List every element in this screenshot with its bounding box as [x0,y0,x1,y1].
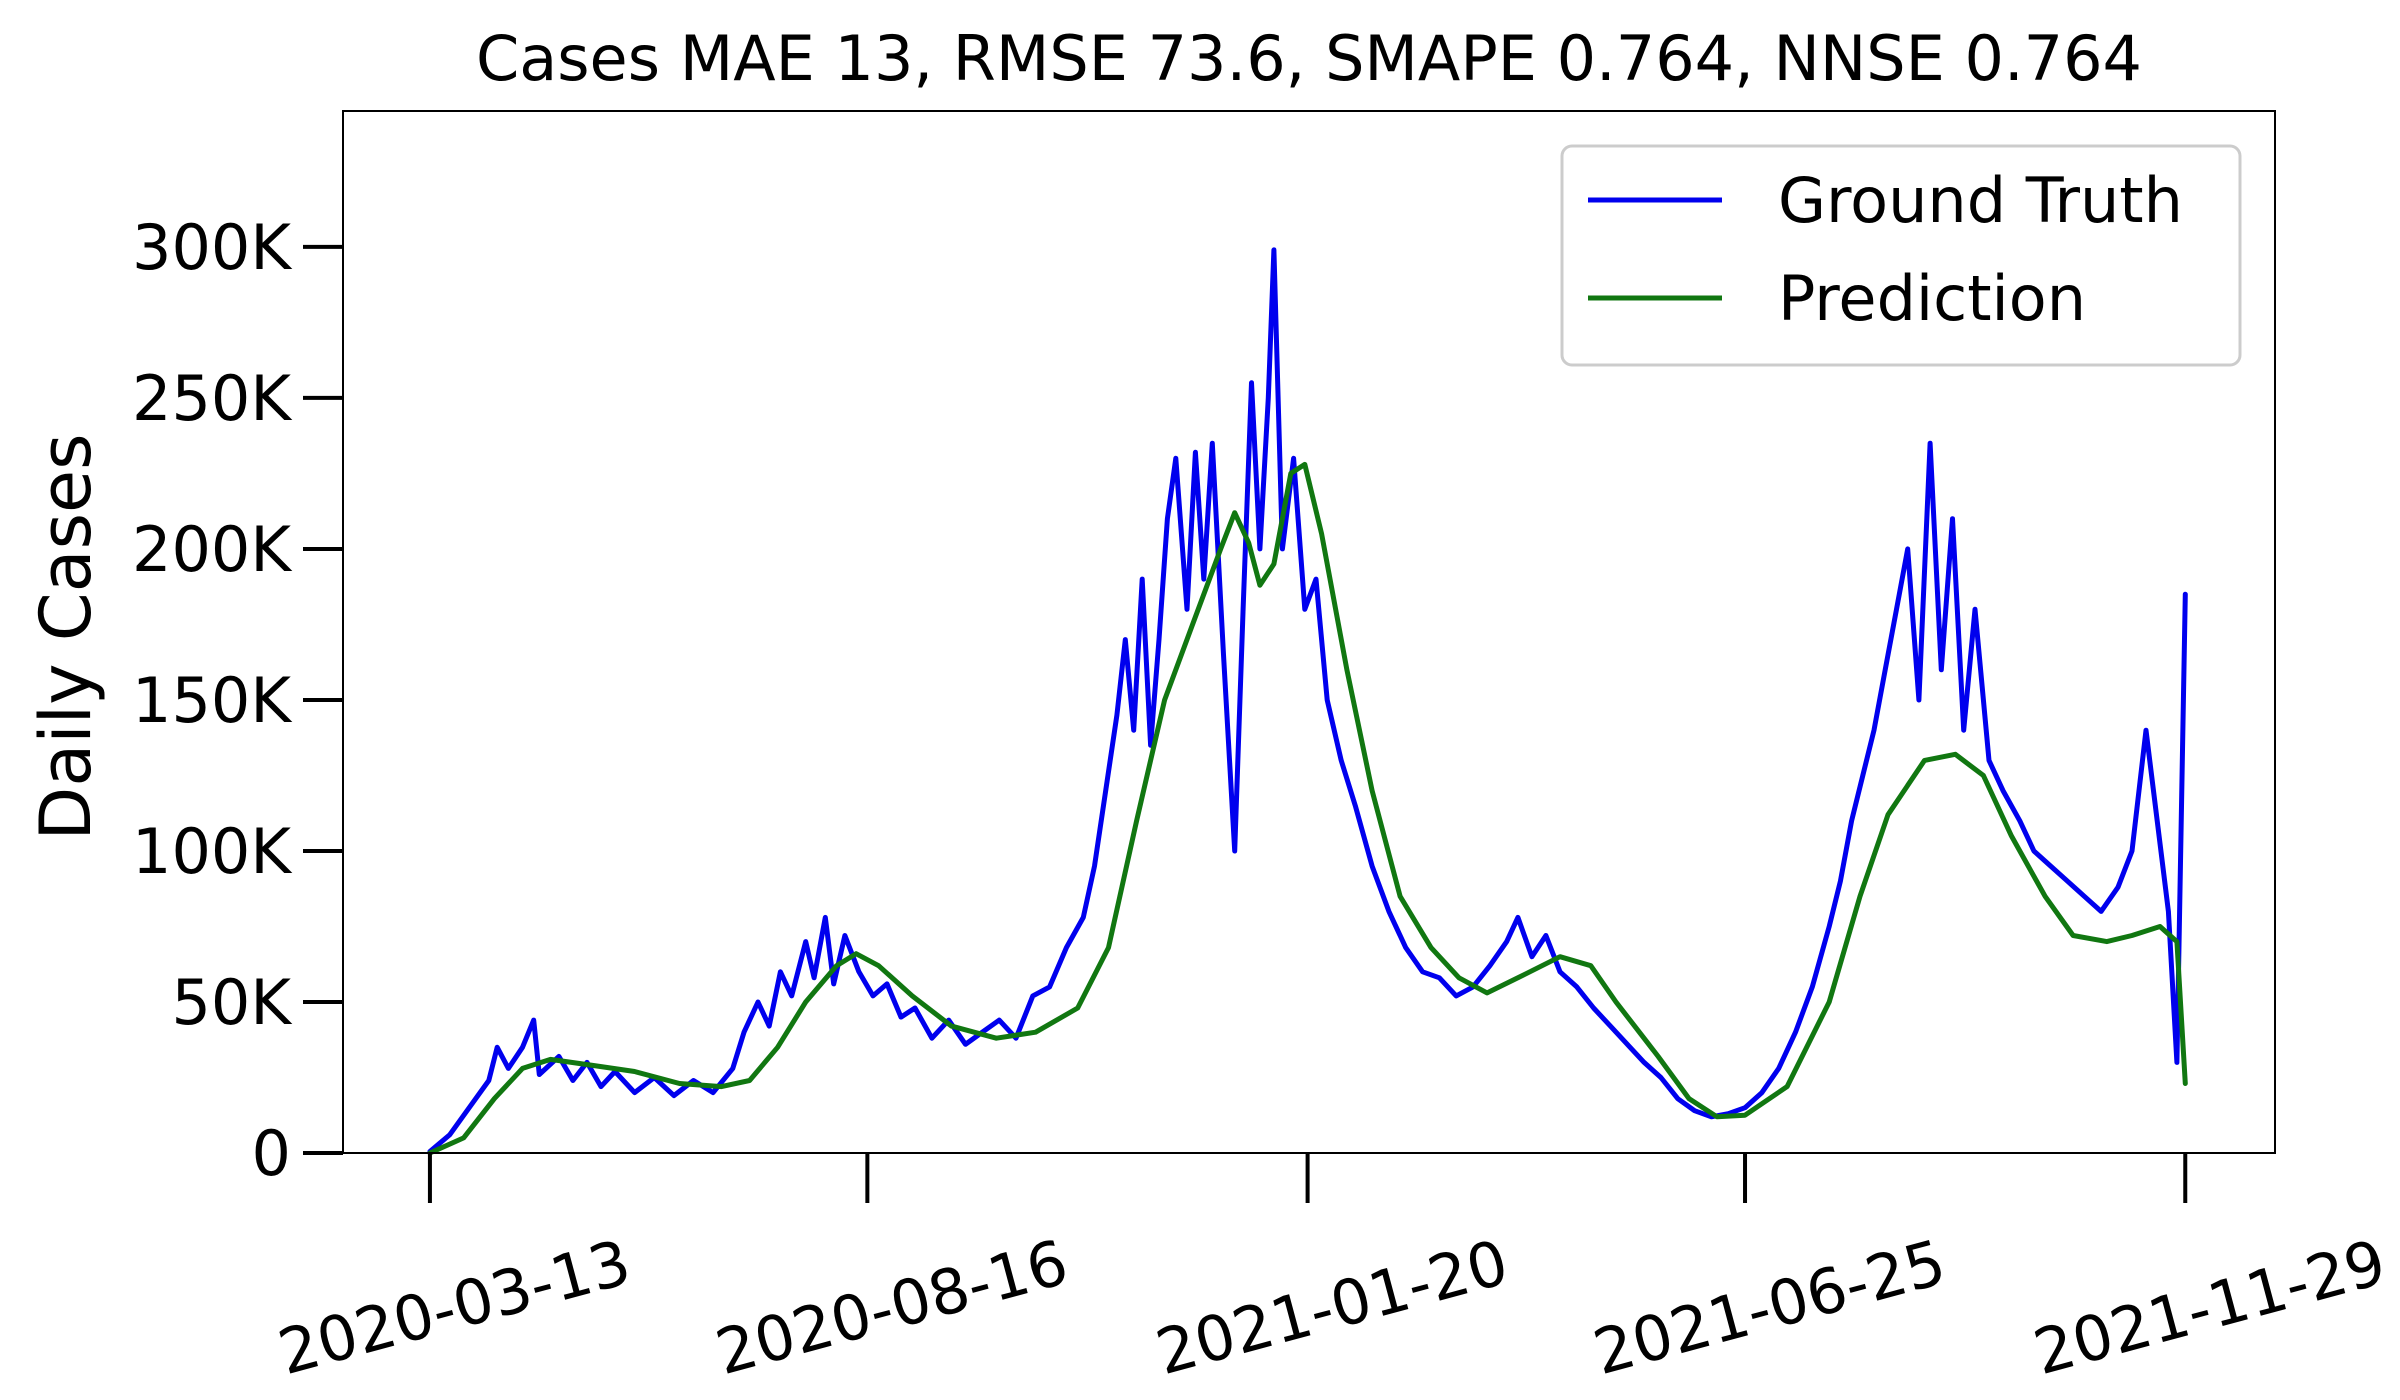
plot-series [427,247,2188,1156]
y-tick-label: 50K [171,966,292,1039]
y-tick-label: 0 [252,1117,291,1190]
chart-title: Cases MAE 13, RMSE 73.6, SMAPE 0.764, NN… [476,22,2142,95]
series-line-prediction [427,461,2188,1156]
y-axis: 0 50K 100K 150K 200K 250K 300K [132,211,343,1190]
y-axis-label: Daily Cases [25,433,107,840]
y-tick-label: 250K [132,362,292,435]
y-tick-label: 300K [132,211,292,284]
series-line-ground-truth [427,247,2188,1154]
legend: Ground Truth Prediction [1560,144,2242,367]
y-tick-label: 200K [132,513,292,586]
x-tick-label: 2021-01-20 [1149,1225,1516,1389]
x-tick-label: 2020-08-16 [708,1225,1075,1389]
y-tick-label: 100K [132,815,292,888]
legend-label-ground-truth: Ground Truth [1778,164,2183,237]
legend-label-prediction: Prediction [1778,262,2086,335]
x-tick-label: 2021-11-29 [2026,1225,2393,1389]
x-tick-label: 2021-06-25 [1586,1225,1953,1389]
x-axis: 2020-03-13 2020-08-16 2021-01-20 2021-06-25… [271,1153,2393,1389]
x-tick-label: 2020-03-13 [271,1225,638,1389]
y-tick-label: 150K [132,664,292,737]
legend-box [1560,144,2242,367]
